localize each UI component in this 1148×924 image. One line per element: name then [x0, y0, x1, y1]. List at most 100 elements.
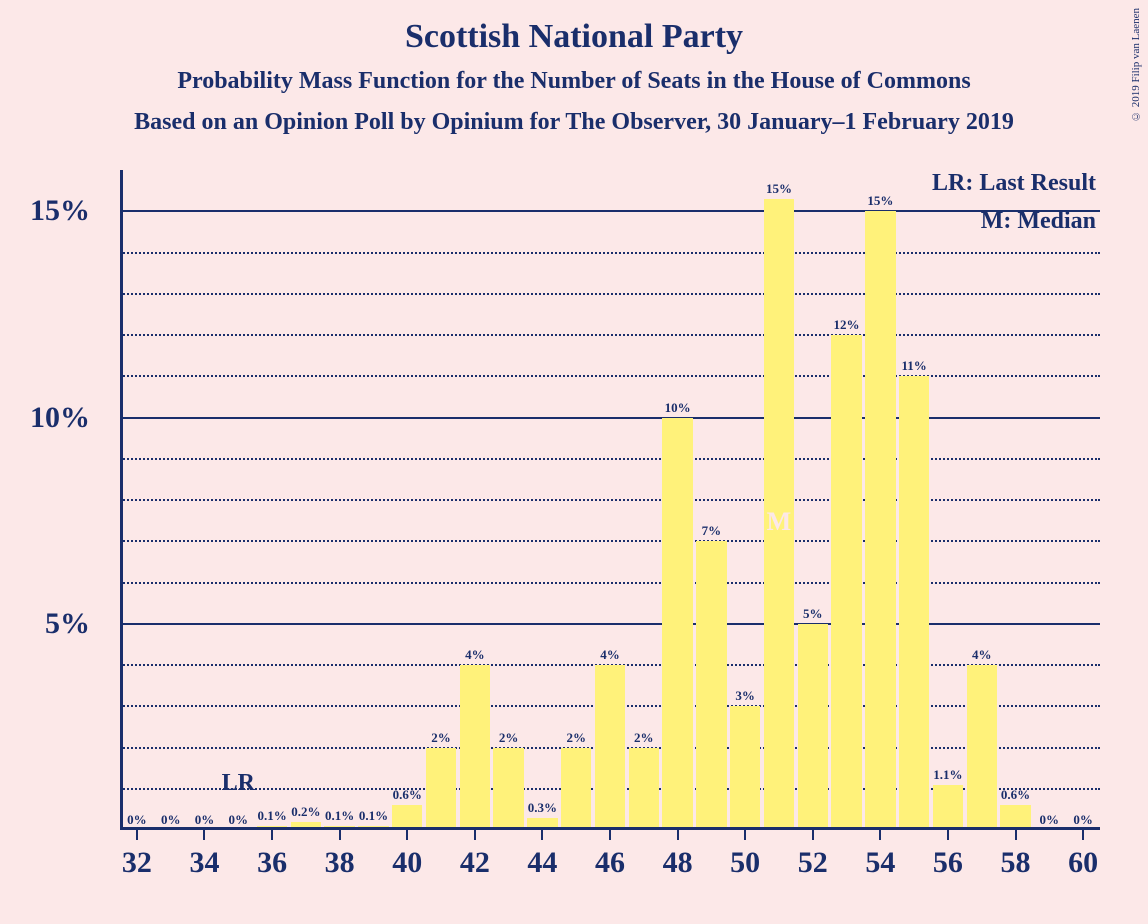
bar-value-label: 0.1%: [257, 808, 286, 824]
chart-subtitle-1: Probability Mass Function for the Number…: [0, 56, 1148, 95]
bar: [629, 748, 659, 828]
bar-value-label: 0.6%: [393, 787, 422, 803]
bar: [460, 665, 490, 827]
x-axis-label: 56: [933, 846, 963, 880]
bar: [1000, 805, 1030, 827]
bar: [426, 748, 456, 828]
bar-value-label: 11%: [901, 358, 926, 374]
bar: [696, 541, 726, 827]
x-axis-label: 48: [663, 846, 693, 880]
chart-title: Scottish National Party: [0, 0, 1148, 56]
bar-value-label: 5%: [803, 606, 823, 622]
bar-value-label: 3%: [735, 688, 755, 704]
bar-value-label: 10%: [665, 400, 691, 416]
bar-value-label: 0.1%: [325, 808, 354, 824]
x-axis-tick: [541, 830, 543, 840]
gridline-minor: [120, 499, 1100, 501]
x-axis-tick: [879, 830, 881, 840]
bar-value-label: 2%: [499, 730, 519, 746]
x-axis-tick: [406, 830, 408, 840]
y-axis-label: 15%: [30, 194, 90, 228]
bar-value-label: 0.6%: [1001, 787, 1030, 803]
x-axis-label: 54: [865, 846, 895, 880]
bar-value-label: 2%: [566, 730, 586, 746]
bar-value-label: 0.2%: [291, 804, 320, 820]
x-axis-label: 60: [1068, 846, 1098, 880]
bar: [595, 665, 625, 827]
bar-value-label: 15%: [766, 181, 792, 197]
y-axis: [120, 170, 123, 830]
x-axis-tick: [136, 830, 138, 840]
bar: [561, 748, 591, 828]
gridline-major: [120, 417, 1100, 419]
bar: [392, 805, 422, 827]
chart-subtitle-2: Based on an Opinion Poll by Opinium for …: [0, 95, 1148, 136]
gridline-minor: [120, 252, 1100, 254]
bar-value-label: 0%: [127, 812, 147, 828]
bar-value-label: 0%: [1040, 812, 1060, 828]
x-axis-tick: [474, 830, 476, 840]
x-axis-label: 38: [325, 846, 355, 880]
x-axis-label: 32: [122, 846, 152, 880]
bar: [967, 665, 997, 827]
gridline-minor: [120, 540, 1100, 542]
gridline-minor: [120, 375, 1100, 377]
x-axis-label: 46: [595, 846, 625, 880]
x-axis-label: 36: [257, 846, 287, 880]
bar-value-label: 4%: [465, 647, 485, 663]
gridline-minor: [120, 334, 1100, 336]
x-axis-label: 42: [460, 846, 490, 880]
bar: [933, 785, 963, 827]
bar-value-label: 4%: [972, 647, 992, 663]
x-axis-tick: [947, 830, 949, 840]
x-axis-label: 34: [189, 846, 219, 880]
legend-last-result: LR: Last Result: [932, 170, 1096, 197]
copyright-text: © 2019 Filip van Laenen: [1130, 8, 1142, 122]
x-axis-label: 52: [798, 846, 828, 880]
x-axis-label: 50: [730, 846, 760, 880]
bar-value-label: 7%: [702, 523, 722, 539]
x-axis-tick: [1082, 830, 1084, 840]
x-axis-tick: [1015, 830, 1017, 840]
x-axis-label: 44: [527, 846, 557, 880]
x-axis-tick: [339, 830, 341, 840]
y-axis-label: 10%: [30, 401, 90, 435]
median-marker: M: [767, 507, 792, 537]
chart-plot-area: LR: Last Result M: Median 0%0%0%0%0.1%0.…: [120, 170, 1100, 830]
gridline-minor: [120, 458, 1100, 460]
gridline-minor: [120, 293, 1100, 295]
bar: [831, 335, 861, 827]
bar: [662, 418, 692, 828]
bar: [493, 748, 523, 828]
bar: [865, 211, 895, 827]
bar-value-label: 0%: [1073, 812, 1093, 828]
bar-value-label: 0%: [195, 812, 215, 828]
x-axis-tick: [271, 830, 273, 840]
x-axis-tick: [677, 830, 679, 840]
bar: [527, 818, 557, 827]
bar-value-label: 15%: [867, 193, 893, 209]
y-axis-label: 5%: [45, 607, 90, 641]
bar-value-label: 0%: [229, 812, 249, 828]
bar-value-label: 12%: [834, 317, 860, 333]
x-axis-tick: [609, 830, 611, 840]
bar: [730, 706, 760, 827]
bar-value-label: 1.1%: [933, 767, 962, 783]
bar: [798, 624, 828, 827]
bar: [899, 376, 929, 827]
gridline-major: [120, 623, 1100, 625]
bar-value-label: 2%: [431, 730, 451, 746]
last-result-marker: LR: [222, 770, 255, 797]
x-axis-tick: [203, 830, 205, 840]
gridline-minor: [120, 582, 1100, 584]
bar-value-label: 0.1%: [359, 808, 388, 824]
x-axis-tick: [744, 830, 746, 840]
bar-value-label: 0%: [161, 812, 181, 828]
x-axis-label: 40: [392, 846, 422, 880]
bar-value-label: 0.3%: [528, 800, 557, 816]
bar-value-label: 4%: [600, 647, 620, 663]
x-axis-tick: [812, 830, 814, 840]
gridline-major: [120, 210, 1100, 212]
bar-value-label: 2%: [634, 730, 654, 746]
x-axis-label: 58: [1001, 846, 1031, 880]
